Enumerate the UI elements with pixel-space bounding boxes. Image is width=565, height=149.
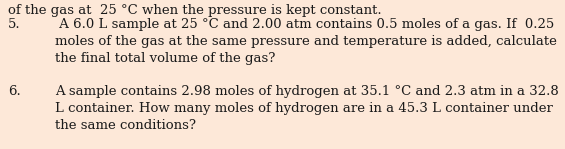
Text: 6.: 6.	[8, 85, 21, 98]
Text: the same conditions?: the same conditions?	[55, 119, 196, 132]
Text: A 6.0 L sample at 25 °C and 2.00 atm contains 0.5 moles of a gas. If  0.25: A 6.0 L sample at 25 °C and 2.00 atm con…	[55, 18, 554, 31]
Text: A sample contains 2.98 moles of hydrogen at 35.1 °C and 2.3 atm in a 32.8: A sample contains 2.98 moles of hydrogen…	[55, 85, 559, 98]
Text: of the gas at  25 °C when the pressure is kept constant.: of the gas at 25 °C when the pressure is…	[8, 4, 381, 17]
Text: the final total volume of the gas?: the final total volume of the gas?	[55, 52, 275, 65]
Text: L container. How many moles of hydrogen are in a 45.3 L container under: L container. How many moles of hydrogen …	[55, 102, 553, 115]
Text: moles of the gas at the same pressure and temperature is added, calculate: moles of the gas at the same pressure an…	[55, 35, 557, 48]
Text: 5.: 5.	[8, 18, 21, 31]
